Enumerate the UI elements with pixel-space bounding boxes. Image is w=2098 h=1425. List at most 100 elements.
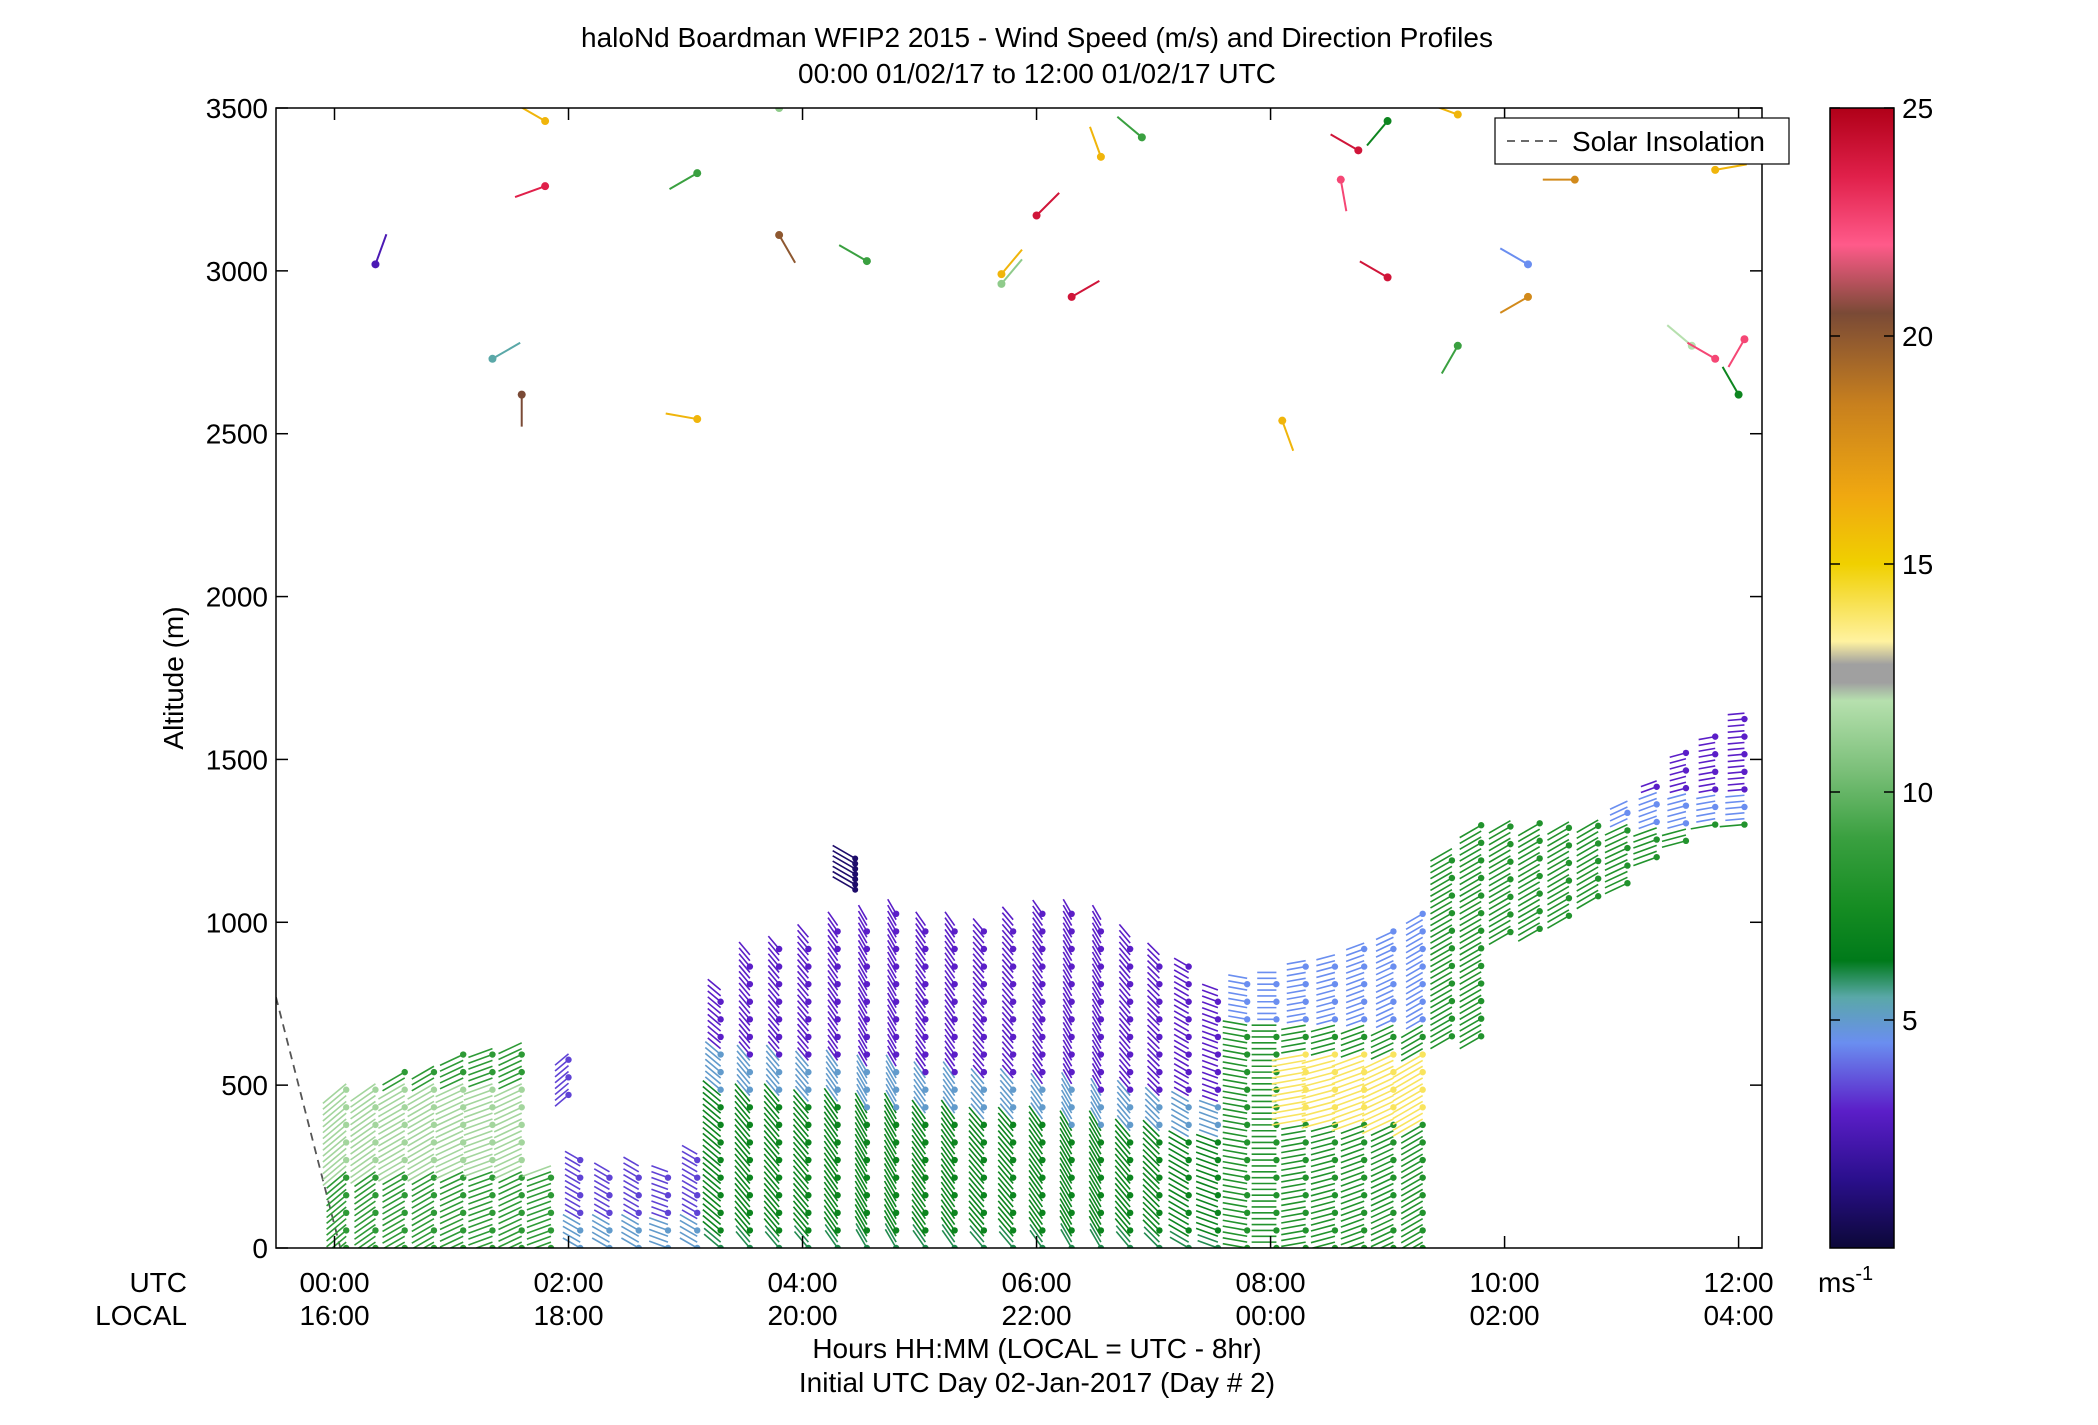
wind-barb: [1725, 806, 1745, 810]
wind-point: [1039, 1244, 1046, 1248]
wind-barb: [1459, 1029, 1482, 1044]
wind-barb: [767, 941, 780, 956]
wind-barb: [1001, 1035, 1014, 1050]
wind-barb: [883, 1121, 897, 1143]
wind-point: [1068, 945, 1075, 953]
wind-barb: [1392, 1071, 1424, 1091]
wind-barb: [1089, 1223, 1102, 1243]
wind-barb: [1062, 945, 1073, 962]
wind-barb: [435, 1165, 464, 1180]
wind-barb: [498, 1071, 523, 1084]
wind-profile: [350, 1083, 379, 1248]
wind-point: [892, 1016, 900, 1023]
wind-barb: [702, 1214, 722, 1232]
wind-barb: [1400, 1147, 1424, 1162]
wind-point: [372, 1156, 379, 1164]
wind-barb: [796, 1000, 809, 1014]
wind-barb: [940, 1164, 956, 1184]
wind-point: [343, 1156, 350, 1164]
wind-point: [1624, 844, 1631, 852]
wind-barb: [1028, 1111, 1044, 1132]
wind-point: [606, 1227, 613, 1234]
wind-point: [635, 1227, 642, 1234]
wind-barb: [1222, 1213, 1248, 1220]
wind-barb: [1222, 1201, 1248, 1208]
wind-barb: [913, 1090, 927, 1108]
wind-barb: [1118, 1035, 1131, 1050]
wind-point: [863, 928, 871, 935]
wind-barb: [350, 1147, 376, 1167]
wind-barb: [562, 1213, 581, 1226]
wind-barb: [1168, 1159, 1190, 1173]
wind-barb: [911, 1140, 927, 1161]
wind-barb: [972, 1017, 985, 1032]
wind-barb: [944, 928, 956, 944]
wind-point: [1419, 1209, 1426, 1217]
local-row-label: LOCAL: [95, 1300, 187, 1331]
wind-barb: [1144, 1116, 1160, 1132]
wind-point: [1126, 1086, 1134, 1093]
wind-barb: [734, 1089, 751, 1108]
wind-point: [922, 928, 929, 935]
wind-point: [922, 1209, 929, 1217]
wind-barb: [593, 1179, 610, 1191]
wind-barb: [651, 1194, 669, 1202]
wind-barb: [1361, 1065, 1394, 1082]
wind-barb: [1517, 916, 1541, 931]
wind-barb: [1195, 1145, 1219, 1155]
wind-point: [1039, 963, 1046, 970]
wind-point: [1594, 822, 1602, 830]
wind-barb: [1115, 1225, 1131, 1243]
wind-barb: [593, 1174, 610, 1185]
wind-point: [1448, 874, 1456, 882]
wind-barb: [1340, 1036, 1365, 1047]
wind-point: [460, 1209, 467, 1217]
wind-barb: [763, 1106, 780, 1126]
wind-barb: [972, 982, 985, 997]
wind-point: [1741, 768, 1748, 776]
wind-barb: [827, 1016, 839, 1032]
wind-point: [951, 1244, 958, 1248]
wind-barb: [1142, 1154, 1160, 1173]
wind-point: [1448, 1033, 1456, 1040]
wind-barb: [377, 1124, 406, 1141]
wind-barb: [911, 1158, 927, 1179]
wind-barb: [1142, 1172, 1160, 1190]
wind-barb: [915, 993, 927, 1009]
wind-point: [1302, 963, 1309, 970]
wind-barb: [854, 1133, 868, 1155]
wind-barb: [1028, 1123, 1044, 1143]
wind-point: [635, 1244, 642, 1248]
wind-point: [746, 998, 754, 1005]
wind-barb: [1400, 1135, 1424, 1150]
wind-barb: [1114, 1159, 1131, 1179]
wind-barb: [1030, 1078, 1044, 1097]
wind-point: [805, 1051, 812, 1058]
wind-point: [922, 980, 929, 988]
wind-point: [746, 1174, 754, 1181]
wind-barb: [1331, 1065, 1365, 1079]
wind-barb: [1459, 1000, 1482, 1015]
wind-point: [805, 1227, 812, 1234]
wind-point: [951, 1139, 958, 1146]
wind-point: [1390, 998, 1397, 1005]
wind-barb: [1146, 1071, 1160, 1085]
wind-barb: [1222, 1072, 1248, 1079]
wind-barb: [823, 1152, 839, 1173]
wind-point: [1390, 1174, 1397, 1181]
wind-barb: [1604, 841, 1628, 854]
wind-point: [951, 1104, 958, 1111]
wind-barb: [1030, 1072, 1044, 1091]
wind-barb: [1060, 1223, 1073, 1243]
wind-barb: [1281, 1030, 1306, 1037]
wind-barb: [1727, 765, 1745, 769]
wind-barb: [322, 1100, 347, 1122]
wind-point: [1682, 820, 1690, 827]
wind-barb: [439, 1053, 464, 1067]
wind-barb: [765, 1044, 780, 1061]
wind-barb: [1271, 1100, 1306, 1109]
wind-barb: [738, 959, 751, 973]
wind-point: [1448, 857, 1456, 864]
wind-barb: [463, 1112, 493, 1125]
wind-barb: [435, 1141, 464, 1157]
